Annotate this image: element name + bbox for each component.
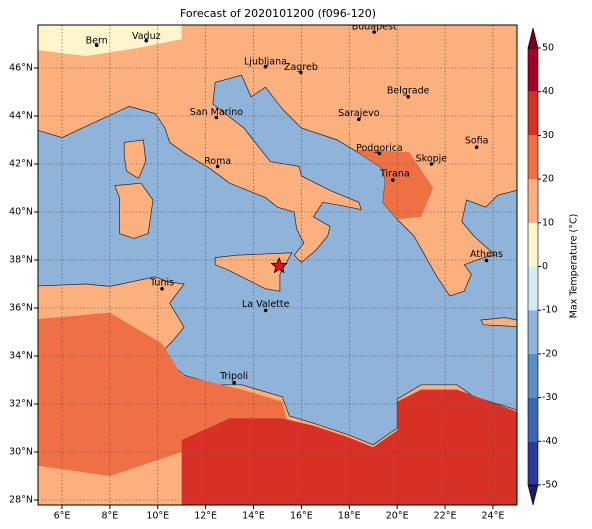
lon-label: 18°E xyxy=(338,511,361,522)
city-dot xyxy=(474,145,479,149)
city-dot xyxy=(484,258,489,263)
city-dot xyxy=(357,117,361,122)
hot-zone-balkans xyxy=(354,149,434,220)
map-frame xyxy=(37,24,518,506)
colorbar-bin xyxy=(528,179,538,223)
lat-label: 38°N xyxy=(9,255,33,266)
city-label: Sofia xyxy=(465,136,489,147)
city-label: La Valette xyxy=(242,299,290,310)
lon-label: 16°E xyxy=(290,511,313,522)
city-label: Roma xyxy=(204,156,231,167)
land-crete xyxy=(480,317,517,327)
city-dot xyxy=(263,65,268,69)
city-dot xyxy=(429,162,434,166)
city-dot xyxy=(232,380,236,385)
city-dot xyxy=(299,70,303,75)
city-dot xyxy=(391,178,395,182)
colorbar-tick-label: 40 xyxy=(542,86,554,97)
land-corsica xyxy=(123,139,147,179)
colorbar-tick-label: 50 xyxy=(542,43,554,54)
city-label: Belgrade xyxy=(387,85,430,96)
lon-label: 20°E xyxy=(386,511,409,522)
colorbar-bin xyxy=(528,135,538,180)
city-label: Podgorica xyxy=(356,143,403,154)
colorbar-bin xyxy=(528,48,538,92)
colorbar-tick-label: 10 xyxy=(542,217,554,228)
colorbar-bin xyxy=(528,441,538,485)
city-label: Vaduz xyxy=(132,31,161,42)
lat-label: 28°N xyxy=(9,495,33,506)
city-label: Tunis xyxy=(149,277,174,288)
colorbar-under xyxy=(527,484,539,506)
city-label: Tripoli xyxy=(219,371,248,382)
colorbar-bin xyxy=(528,397,538,442)
city-label: Bern xyxy=(86,36,108,47)
city-label: Tirana xyxy=(379,169,410,180)
colorbar-tick-label: 0 xyxy=(542,261,548,272)
city-dot xyxy=(215,164,220,169)
lon-label: 24°E xyxy=(481,511,504,522)
city-dot xyxy=(214,115,219,120)
lon-label: 6°E xyxy=(54,511,71,522)
city-dot xyxy=(406,95,410,99)
lon-label: 10°E xyxy=(146,511,169,522)
city-label: San Marino xyxy=(190,107,243,118)
city-dot xyxy=(372,30,376,34)
city-dot xyxy=(94,43,99,47)
city-dot xyxy=(160,287,164,291)
city-label: Budapest xyxy=(352,22,397,33)
colorbar-bin xyxy=(528,91,538,136)
colorbar-bin xyxy=(528,310,538,354)
map-title: Forecast of 2020101200 (f096-120) xyxy=(180,7,376,20)
city-label: Zagreb xyxy=(284,62,318,73)
city-dot xyxy=(144,38,149,43)
colorbar-bin xyxy=(528,353,538,398)
land-sicily xyxy=(214,252,293,292)
lat-label: 30°N xyxy=(9,447,33,458)
city-label: Ljubljana xyxy=(244,56,287,67)
lon-label: 22°E xyxy=(434,511,457,522)
colorbar-tick-label: -40 xyxy=(542,436,558,447)
colorbar-bin xyxy=(528,266,538,311)
land-sardinia xyxy=(114,182,154,239)
colorbar-label: Max Temperature (°C) xyxy=(569,214,580,319)
lat-label: 46°N xyxy=(9,63,33,74)
lat-label: 32°N xyxy=(9,399,33,410)
city-label: Athens xyxy=(470,249,503,260)
colorbar-bin xyxy=(528,222,538,267)
colorbar-tick-label: -30 xyxy=(542,392,558,403)
colorbar-tick-label: 20 xyxy=(542,174,554,185)
city-dot xyxy=(377,151,382,156)
colorbar-tick-label: -10 xyxy=(542,305,558,316)
lat-label: 36°N xyxy=(9,303,33,314)
colorbar-over xyxy=(527,27,539,49)
city-label: Skopje xyxy=(416,154,448,165)
lon-label: 8°E xyxy=(101,511,118,522)
very-hot-zone xyxy=(181,389,517,505)
lat-label: 34°N xyxy=(9,351,33,362)
colorbar-tick-label: -20 xyxy=(542,348,558,359)
lat-label: 40°N xyxy=(9,207,33,218)
colorbar-tick-label: -50 xyxy=(542,480,558,491)
location-star xyxy=(270,256,288,274)
lon-label: 14°E xyxy=(242,511,265,522)
city-dot xyxy=(263,308,268,313)
lat-label: 42°N xyxy=(9,159,33,170)
lat-label: 44°N xyxy=(9,111,33,122)
city-label: Sarajevo xyxy=(338,108,380,119)
lon-label: 12°E xyxy=(194,511,217,522)
colorbar-tick-label: 30 xyxy=(542,130,554,141)
